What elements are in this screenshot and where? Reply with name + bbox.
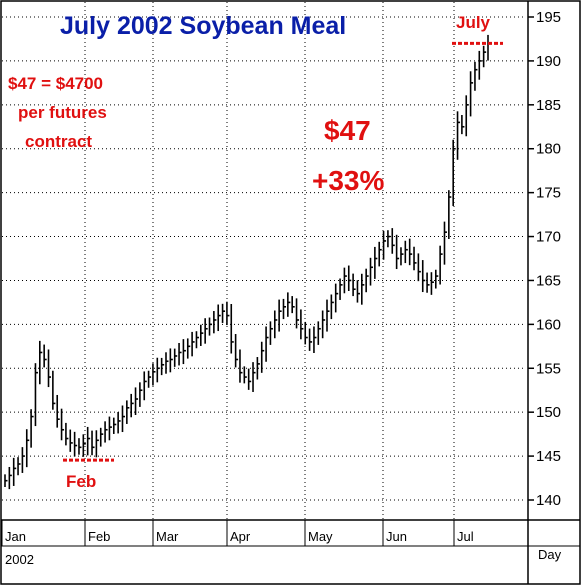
y-tick-label: 145: [536, 448, 561, 465]
grid: [2, 2, 526, 519]
y-tick-label: 195: [536, 9, 561, 26]
chart-title: July 2002 Soybean Meal: [60, 12, 346, 40]
x-tick-label: Apr: [230, 529, 251, 544]
y-tick-label: 140: [536, 492, 561, 509]
contract-note-line2: per futures: [18, 103, 107, 122]
y-axis: 140 145 150 155 160 165 170 175 180 185 190 195: [528, 9, 561, 509]
x-tick-label: Mar: [156, 529, 179, 544]
x-tick-label: Jul: [457, 529, 474, 544]
contract-note-line3: contract: [25, 132, 92, 151]
x-tick-label: Feb: [88, 529, 110, 544]
x-tick-label: May: [308, 529, 333, 544]
gain-amount-label: $47: [324, 115, 371, 146]
y-tick-label: 185: [536, 97, 561, 114]
y-tick-label: 170: [536, 229, 561, 246]
y-tick-label: 150: [536, 404, 561, 421]
x-tick-label: Jun: [386, 529, 407, 544]
x-tick-label: Jan: [5, 529, 26, 544]
july-high-label: July: [456, 13, 491, 32]
feb-low-label: Feb: [66, 472, 96, 491]
contract-note-line1: $47 = $4700: [8, 74, 103, 93]
y-tick-label: 175: [536, 185, 561, 202]
price-bars: [4, 34, 491, 490]
y-tick-label: 165: [536, 272, 561, 289]
y-tick-label: 190: [536, 53, 561, 70]
y-tick-label: 160: [536, 316, 561, 333]
gain-percent-label: +33%: [312, 165, 384, 196]
year-label: 2002: [5, 552, 34, 567]
y-tick-label: 155: [536, 360, 561, 377]
y-tick-label: 180: [536, 141, 561, 158]
x-axis: Jan Feb Mar Apr May Jun Jul: [1, 520, 474, 546]
x-unit-label: Day: [538, 547, 562, 562]
